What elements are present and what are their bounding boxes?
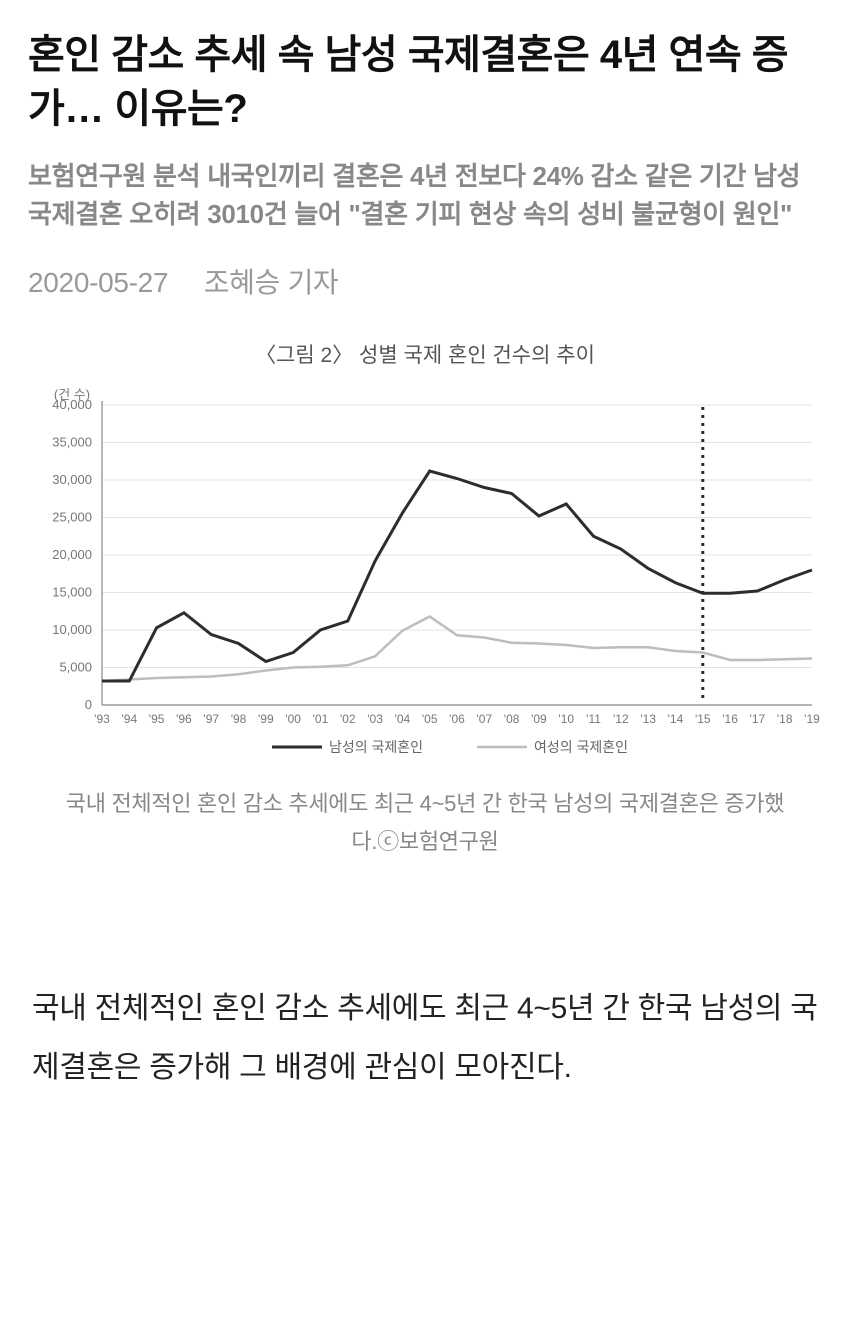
svg-text:'12: '12 [613, 712, 629, 726]
svg-text:'96: '96 [176, 712, 192, 726]
svg-text:'00: '00 [285, 712, 301, 726]
line-chart: 0 5,000 10,000 15,000 20,000 25,000 30,000 35,0… [28, 387, 822, 767]
svg-text:'10: '10 [558, 712, 574, 726]
svg-text:10,000: 10,000 [52, 622, 92, 637]
article-subtitle: 보험연구원 분석 내국인끼리 결혼은 4년 전보다 24% 감소 같은 기간 남… [28, 158, 822, 233]
svg-text:'03: '03 [367, 712, 383, 726]
svg-text:'97: '97 [203, 712, 219, 726]
svg-text:'02: '02 [340, 712, 356, 726]
svg-text:'95: '95 [149, 712, 165, 726]
article-date: 2020-05-27 [28, 267, 168, 298]
svg-text:'04: '04 [395, 712, 411, 726]
svg-text:'15: '15 [695, 712, 711, 726]
svg-text:25,000: 25,000 [52, 510, 92, 525]
svg-text:20,000: 20,000 [52, 547, 92, 562]
chart-caption: 국내 전체적인 혼인 감소 추세에도 최근 4~5년 간 한국 남성의 국제결혼… [28, 767, 822, 870]
svg-text:'13: '13 [640, 712, 656, 726]
svg-text:'93: '93 [94, 712, 110, 726]
svg-text:'19: '19 [804, 712, 820, 726]
svg-text:'17: '17 [750, 712, 766, 726]
svg-text:여성의 국제혼인: 여성의 국제혼인 [534, 739, 628, 755]
svg-text:'09: '09 [531, 712, 547, 726]
article-meta: 2020-05-27 조혜승 기자 [28, 261, 822, 301]
svg-text:'98: '98 [231, 712, 247, 726]
svg-text:'01: '01 [313, 712, 329, 726]
svg-text:'14: '14 [668, 712, 684, 726]
chart-title: 〈그림 2〉 성별 국제 혼인 건수의 추이 [28, 339, 822, 369]
svg-text:0: 0 [85, 697, 92, 712]
svg-text:35,000: 35,000 [52, 435, 92, 450]
svg-text:30,000: 30,000 [52, 472, 92, 487]
svg-text:'05: '05 [422, 712, 438, 726]
svg-text:'18: '18 [777, 712, 793, 726]
svg-text:'07: '07 [476, 712, 492, 726]
article-body: 국내 전체적인 혼인 감소 추세에도 최근 4~5년 간 한국 남성의 국제결혼… [28, 980, 822, 1097]
svg-text:15,000: 15,000 [52, 585, 92, 600]
article-container: 혼인 감소 추세 속 남성 국제결혼은 4년 연속 증가… 이유는? 보험연구원… [0, 0, 850, 1097]
svg-text:'94: '94 [121, 712, 137, 726]
svg-text:(건 수): (건 수) [54, 387, 90, 402]
article-author: 조혜승 기자 [204, 267, 339, 298]
chart-figure: 〈그림 2〉 성별 국제 혼인 건수의 추이 0 5,000 10,000 15,00… [28, 339, 822, 870]
svg-text:남성의 국제혼인: 남성의 국제혼인 [329, 739, 423, 755]
svg-text:'08: '08 [504, 712, 520, 726]
article-title: 혼인 감소 추세 속 남성 국제결혼은 4년 연속 증가… 이유는? [28, 28, 822, 136]
svg-text:5,000: 5,000 [59, 660, 92, 675]
svg-text:'16: '16 [722, 712, 738, 726]
svg-text:'11: '11 [586, 712, 601, 726]
svg-text:'06: '06 [449, 712, 465, 726]
svg-text:'99: '99 [258, 712, 274, 726]
